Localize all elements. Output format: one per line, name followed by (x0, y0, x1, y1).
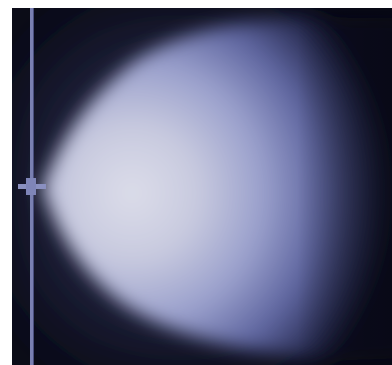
glow-illustration (12, 8, 392, 365)
edge-shade (12, 8, 392, 365)
photo (12, 8, 392, 365)
cross-block (26, 178, 36, 195)
